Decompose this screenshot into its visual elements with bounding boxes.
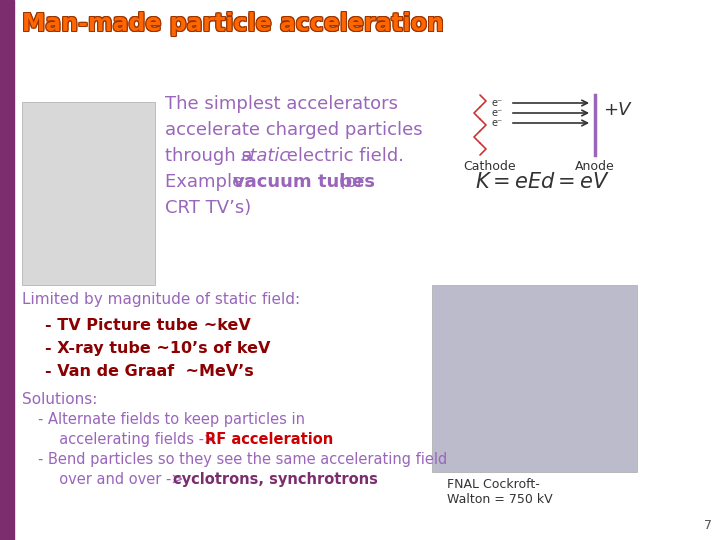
Text: static: static: [241, 147, 290, 165]
Text: The simplest accelerators: The simplest accelerators: [165, 95, 398, 113]
Text: electric field.: electric field.: [281, 147, 404, 165]
Text: accelerate charged particles: accelerate charged particles: [165, 121, 423, 139]
Text: Cathode: Cathode: [464, 160, 516, 173]
Bar: [432, 285, 637, 472]
Text: +V: +V: [603, 101, 631, 119]
Text: Man-made particle acceleration: Man-made particle acceleration: [22, 12, 444, 36]
Bar: [0, 0, 14, 540]
Text: - Bend particles so they see the same accelerating field: - Bend particles so they see the same ac…: [38, 452, 447, 467]
Text: Man-made particle acceleration: Man-made particle acceleration: [23, 11, 445, 35]
Text: Anode: Anode: [575, 160, 615, 173]
Text: Limited by magnitude of static field:: Limited by magnitude of static field:: [22, 292, 300, 307]
Text: vacuum tubes: vacuum tubes: [233, 173, 375, 191]
Text: - X-ray tube ~10’s of keV: - X-ray tube ~10’s of keV: [45, 341, 271, 356]
Text: - TV Picture tube ~keV: - TV Picture tube ~keV: [45, 318, 251, 333]
Text: e⁻: e⁻: [492, 118, 503, 128]
Text: cyclotrons, synchrotrons: cyclotrons, synchrotrons: [173, 472, 378, 487]
Text: Man-made particle acceleration: Man-made particle acceleration: [21, 11, 443, 35]
Text: FNAL Cockroft-
Walton = 750 kV: FNAL Cockroft- Walton = 750 kV: [447, 478, 553, 506]
Text: Man-made particle acceleration: Man-made particle acceleration: [21, 13, 443, 37]
Text: Man-made particle acceleration: Man-made particle acceleration: [21, 12, 443, 36]
Bar: [22, 102, 155, 285]
Text: accelerating fields ->: accelerating fields ->: [50, 432, 221, 447]
Text: CRT TV’s): CRT TV’s): [165, 199, 251, 217]
Text: Solutions:: Solutions:: [22, 392, 97, 407]
Text: e⁻: e⁻: [492, 98, 503, 108]
Text: Man-made particle acceleration: Man-made particle acceleration: [22, 11, 444, 35]
Text: over and over ->: over and over ->: [50, 472, 188, 487]
Text: RF acceleration: RF acceleration: [205, 432, 333, 447]
Text: - Van de Graaf  ~MeV’s: - Van de Graaf ~MeV’s: [45, 364, 253, 379]
Text: (or: (or: [333, 173, 364, 191]
Text: $K = eEd = eV$: $K = eEd = eV$: [475, 172, 610, 192]
Text: through a: through a: [165, 147, 258, 165]
Text: e⁻: e⁻: [492, 108, 503, 118]
Text: Man-made particle acceleration: Man-made particle acceleration: [22, 13, 444, 37]
Text: Man-made particle acceleration: Man-made particle acceleration: [23, 13, 445, 37]
Text: Example:: Example:: [165, 173, 255, 191]
Text: Man-made particle acceleration: Man-made particle acceleration: [23, 12, 445, 36]
Text: 7: 7: [704, 519, 712, 532]
Text: - Alternate fields to keep particles in: - Alternate fields to keep particles in: [38, 412, 305, 427]
